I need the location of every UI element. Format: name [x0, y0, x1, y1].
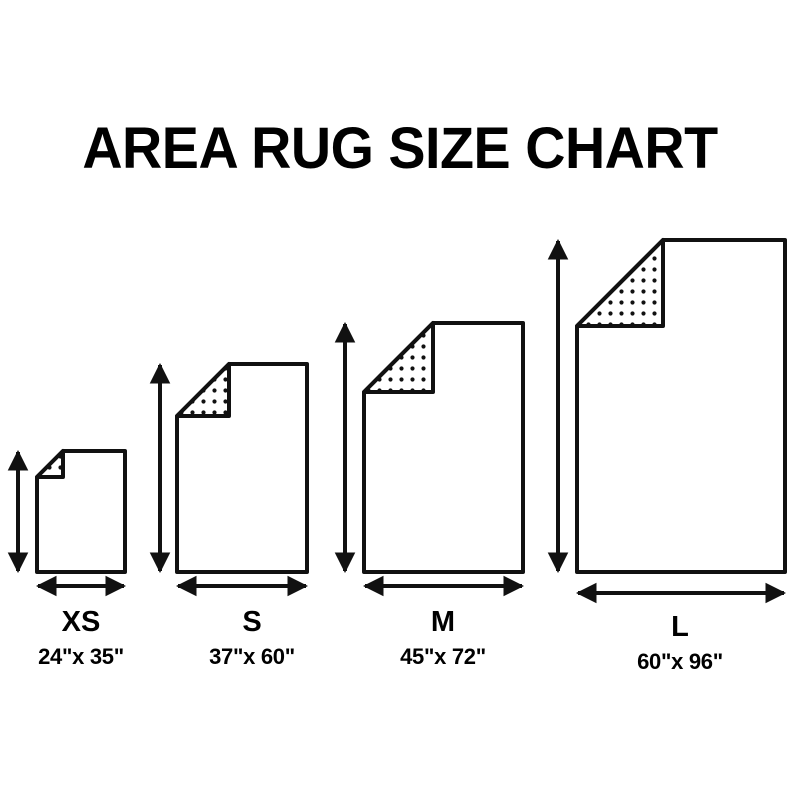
rug-dimensions-label-l: 60"x 96": [637, 649, 723, 674]
rug-xs: [7, 449, 127, 597]
rug-folded-corner-s: [175, 362, 231, 418]
rug-s: [149, 362, 309, 597]
page-title: AREA RUG SIZE CHART: [82, 116, 718, 181]
rug-shapes-group: [7, 238, 787, 604]
rug-folded-corner-l: [575, 238, 665, 328]
rug-folded-corner-m: [362, 321, 435, 394]
rug-size-label-l: L: [671, 611, 689, 643]
rug-size-label-xs: XS: [61, 606, 101, 638]
rug-m: [334, 321, 525, 597]
rug-size-label-m: M: [430, 606, 456, 638]
rug-body-l: [575, 238, 787, 574]
rug-dimensions-label-m: 45"x 72": [400, 644, 486, 669]
rug-body-m: [362, 321, 525, 574]
rug-size-label-s: S: [242, 606, 262, 638]
rug-folded-corner-xs: [35, 449, 65, 479]
rug-dimensions-label-xs: 24"x 35": [38, 644, 124, 669]
rug-l: [547, 238, 787, 604]
rug-dimensions-label-s: 37"x 60": [209, 644, 295, 669]
